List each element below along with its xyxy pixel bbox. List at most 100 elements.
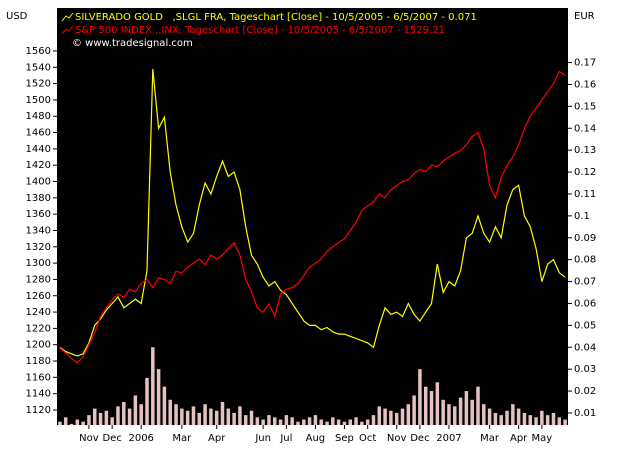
- volume-bar: [267, 415, 271, 425]
- volume-bar: [284, 415, 289, 425]
- right-axis-label: EUR: [574, 11, 595, 22]
- y-tick-label: 1460: [26, 128, 51, 139]
- volume-bar: [168, 399, 172, 425]
- y-tick-label: 1260: [26, 291, 51, 302]
- x-tick-label: Nov: [387, 433, 407, 444]
- volume-bar: [243, 415, 248, 425]
- y-tick-label: 1420: [26, 160, 51, 171]
- volume-bar: [545, 415, 550, 425]
- volume-bar: [441, 399, 445, 425]
- volume-bar: [93, 408, 97, 425]
- volume-bar: [534, 417, 538, 425]
- volume-bar: [180, 408, 184, 425]
- x-tick-label: Aug: [306, 433, 326, 444]
- volume-bar: [447, 404, 451, 425]
- volume-bar: [133, 395, 138, 425]
- plot-area: [57, 8, 568, 425]
- x-tick-label: May: [532, 433, 553, 444]
- volume-bar: [313, 415, 318, 425]
- y-tick-label: 1320: [26, 242, 51, 253]
- y2-tick-label: 0.11: [574, 189, 596, 200]
- volume-bar: [522, 412, 527, 425]
- volume-bar: [511, 404, 515, 425]
- volume-bar: [127, 408, 132, 425]
- volume-bar: [162, 386, 167, 425]
- y2-tick-label: 0.07: [574, 277, 596, 288]
- volume-bar: [75, 419, 80, 425]
- y2-tick-label: 0.09: [574, 233, 596, 244]
- y-tick-label: 1440: [26, 144, 51, 155]
- volume-bar: [209, 408, 213, 425]
- volume-bar: [482, 404, 486, 425]
- volume-bar: [197, 412, 202, 425]
- volume-bar: [81, 421, 85, 425]
- volume-bar: [551, 412, 556, 425]
- y2-tick-label: 0.14: [574, 123, 596, 134]
- volume-bar: [429, 391, 434, 425]
- x-tick-label: Sep: [335, 433, 354, 444]
- volume-bar: [336, 419, 341, 425]
- volume-bar: [174, 404, 178, 425]
- volume-bar: [563, 419, 567, 425]
- y-tick-label: 1220: [26, 323, 51, 334]
- y2-tick-label: 0.17: [574, 58, 596, 69]
- volume-bar: [203, 404, 207, 425]
- volume-bar: [540, 410, 544, 425]
- volume-bar: [348, 419, 352, 425]
- y-tick-label: 1160: [26, 372, 51, 383]
- y-tick-label: 1400: [26, 177, 51, 188]
- y2-tick-label: 0.06: [574, 298, 596, 309]
- y-tick-label: 1360: [26, 209, 51, 220]
- volume-bar: [360, 421, 364, 425]
- volume-bar: [458, 397, 463, 425]
- volume-bar: [261, 419, 265, 425]
- x-tick-label: Jul: [279, 433, 292, 444]
- x-tick-label: Jun: [254, 433, 271, 444]
- volume-bar: [110, 417, 114, 425]
- legend-icon: [61, 25, 74, 35]
- x-tick-label: Oct: [359, 433, 376, 444]
- volume-bar: [116, 406, 120, 425]
- y2-tick-label: 0.12: [574, 167, 596, 178]
- volume-bar: [371, 415, 376, 425]
- volume-bar: [122, 402, 126, 425]
- volume-bar: [505, 410, 509, 425]
- series-line: [59, 69, 566, 357]
- volume-bar: [273, 417, 277, 425]
- y-tick-label: 1140: [26, 389, 51, 400]
- y-tick-label: 1500: [26, 95, 51, 106]
- y2-tick-label: 0.08: [574, 255, 596, 266]
- y-tick-label: 1240: [26, 307, 51, 318]
- x-tick-label: Dec: [102, 433, 121, 444]
- volume-bar: [98, 412, 103, 425]
- x-tick-label: Apr: [510, 433, 528, 444]
- volume-bar: [156, 369, 161, 425]
- volume-bar: [412, 395, 416, 425]
- volume-bar: [528, 415, 532, 425]
- volume-bar: [226, 408, 231, 425]
- y-tick-label: 1520: [26, 79, 51, 90]
- volume-bar: [470, 399, 474, 425]
- volume-bar: [499, 415, 503, 425]
- x-tick-label: 2006: [128, 433, 153, 444]
- volume-bar: [290, 417, 294, 425]
- volume-bar: [377, 406, 382, 425]
- y-tick-label: 1280: [26, 274, 51, 285]
- volume-bar: [453, 406, 457, 425]
- volume-bar: [87, 415, 91, 425]
- y2-tick-label: 0.16: [574, 79, 596, 90]
- volume-bar: [400, 408, 405, 425]
- volume-bar: [476, 386, 480, 425]
- volume-bar: [296, 421, 300, 425]
- volume-bar: [394, 412, 399, 425]
- volume-bar: [406, 404, 411, 425]
- x-tick-label: 2007: [436, 433, 461, 444]
- series-line: [59, 70, 566, 364]
- volume-bar: [302, 419, 306, 425]
- volume-bar: [319, 419, 323, 425]
- x-tick-label: Mar: [172, 433, 192, 444]
- y-tick-label: 1300: [26, 258, 51, 269]
- volume-bar: [139, 404, 143, 425]
- volume-bar: [278, 419, 283, 425]
- left-axis-label: USD: [6, 11, 28, 22]
